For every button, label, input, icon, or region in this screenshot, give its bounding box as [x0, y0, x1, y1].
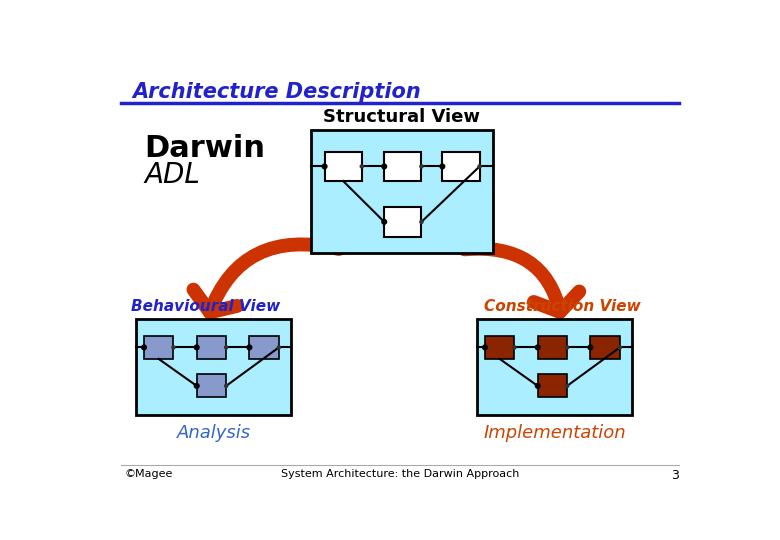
- Text: 3: 3: [671, 469, 679, 482]
- Text: Implementation: Implementation: [484, 424, 626, 442]
- Circle shape: [382, 164, 387, 168]
- Bar: [144, 336, 173, 359]
- Circle shape: [535, 345, 540, 350]
- Circle shape: [278, 346, 280, 349]
- Text: Construction View: Construction View: [484, 299, 641, 314]
- Circle shape: [420, 220, 423, 224]
- Bar: [590, 336, 620, 359]
- Text: Darwin: Darwin: [144, 134, 265, 163]
- Bar: [385, 152, 421, 181]
- Circle shape: [382, 220, 387, 224]
- Bar: [250, 336, 279, 359]
- Circle shape: [194, 383, 199, 388]
- Circle shape: [440, 164, 445, 168]
- Text: System Architecture: the Darwin Approach: System Architecture: the Darwin Approach: [281, 469, 519, 479]
- Bar: [442, 152, 480, 181]
- Circle shape: [566, 346, 569, 349]
- Bar: [385, 207, 421, 237]
- Text: ADL: ADL: [144, 161, 200, 189]
- Bar: [485, 336, 515, 359]
- Circle shape: [322, 164, 327, 168]
- Text: Analysis: Analysis: [177, 424, 251, 442]
- Circle shape: [247, 345, 252, 350]
- Bar: [324, 152, 362, 181]
- Circle shape: [619, 346, 622, 349]
- Circle shape: [142, 345, 147, 350]
- Circle shape: [483, 345, 488, 350]
- Circle shape: [420, 165, 423, 168]
- Bar: [197, 374, 226, 397]
- Circle shape: [172, 346, 175, 349]
- Bar: [310, 130, 493, 253]
- Text: Structural View: Structural View: [323, 107, 480, 126]
- Bar: [136, 319, 291, 415]
- Bar: [537, 374, 567, 397]
- Circle shape: [513, 346, 516, 349]
- Circle shape: [225, 384, 228, 387]
- Text: ©Magee: ©Magee: [125, 469, 173, 479]
- Circle shape: [588, 345, 593, 350]
- Text: Architecture Description: Architecture Description: [133, 82, 421, 102]
- Circle shape: [566, 384, 569, 387]
- Bar: [477, 319, 633, 415]
- Circle shape: [478, 165, 481, 168]
- Circle shape: [360, 165, 363, 168]
- Circle shape: [194, 345, 199, 350]
- Circle shape: [225, 346, 228, 349]
- Text: Behavioural View: Behavioural View: [131, 299, 281, 314]
- Bar: [537, 336, 567, 359]
- Bar: [197, 336, 226, 359]
- Circle shape: [535, 383, 540, 388]
